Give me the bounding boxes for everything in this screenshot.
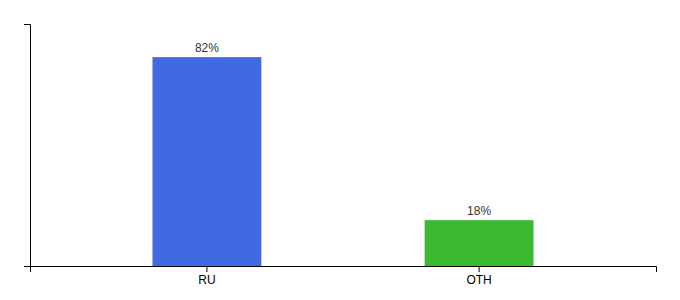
x-axis: RU OTH (31, 266, 657, 287)
data-label: 82% (195, 41, 219, 55)
bars (152, 57, 533, 266)
data-labels: 82% 18% (195, 41, 492, 218)
x-axis-line (31, 267, 657, 273)
bar (152, 57, 261, 266)
y-axis-line (24, 25, 31, 267)
plot: 82% 18% RU OTH (24, 25, 657, 287)
bar (425, 220, 534, 266)
y-axis (24, 25, 31, 267)
x-tick-label: RU (198, 273, 215, 287)
x-tick: OTH (466, 266, 491, 287)
x-tick: RU (198, 266, 215, 287)
chart: 82% 18% RU OTH (0, 0, 680, 300)
x-tick-mark (479, 266, 480, 272)
x-tick-label: OTH (466, 273, 491, 287)
data-label: 18% (467, 204, 491, 218)
x-tick-mark (206, 266, 207, 272)
